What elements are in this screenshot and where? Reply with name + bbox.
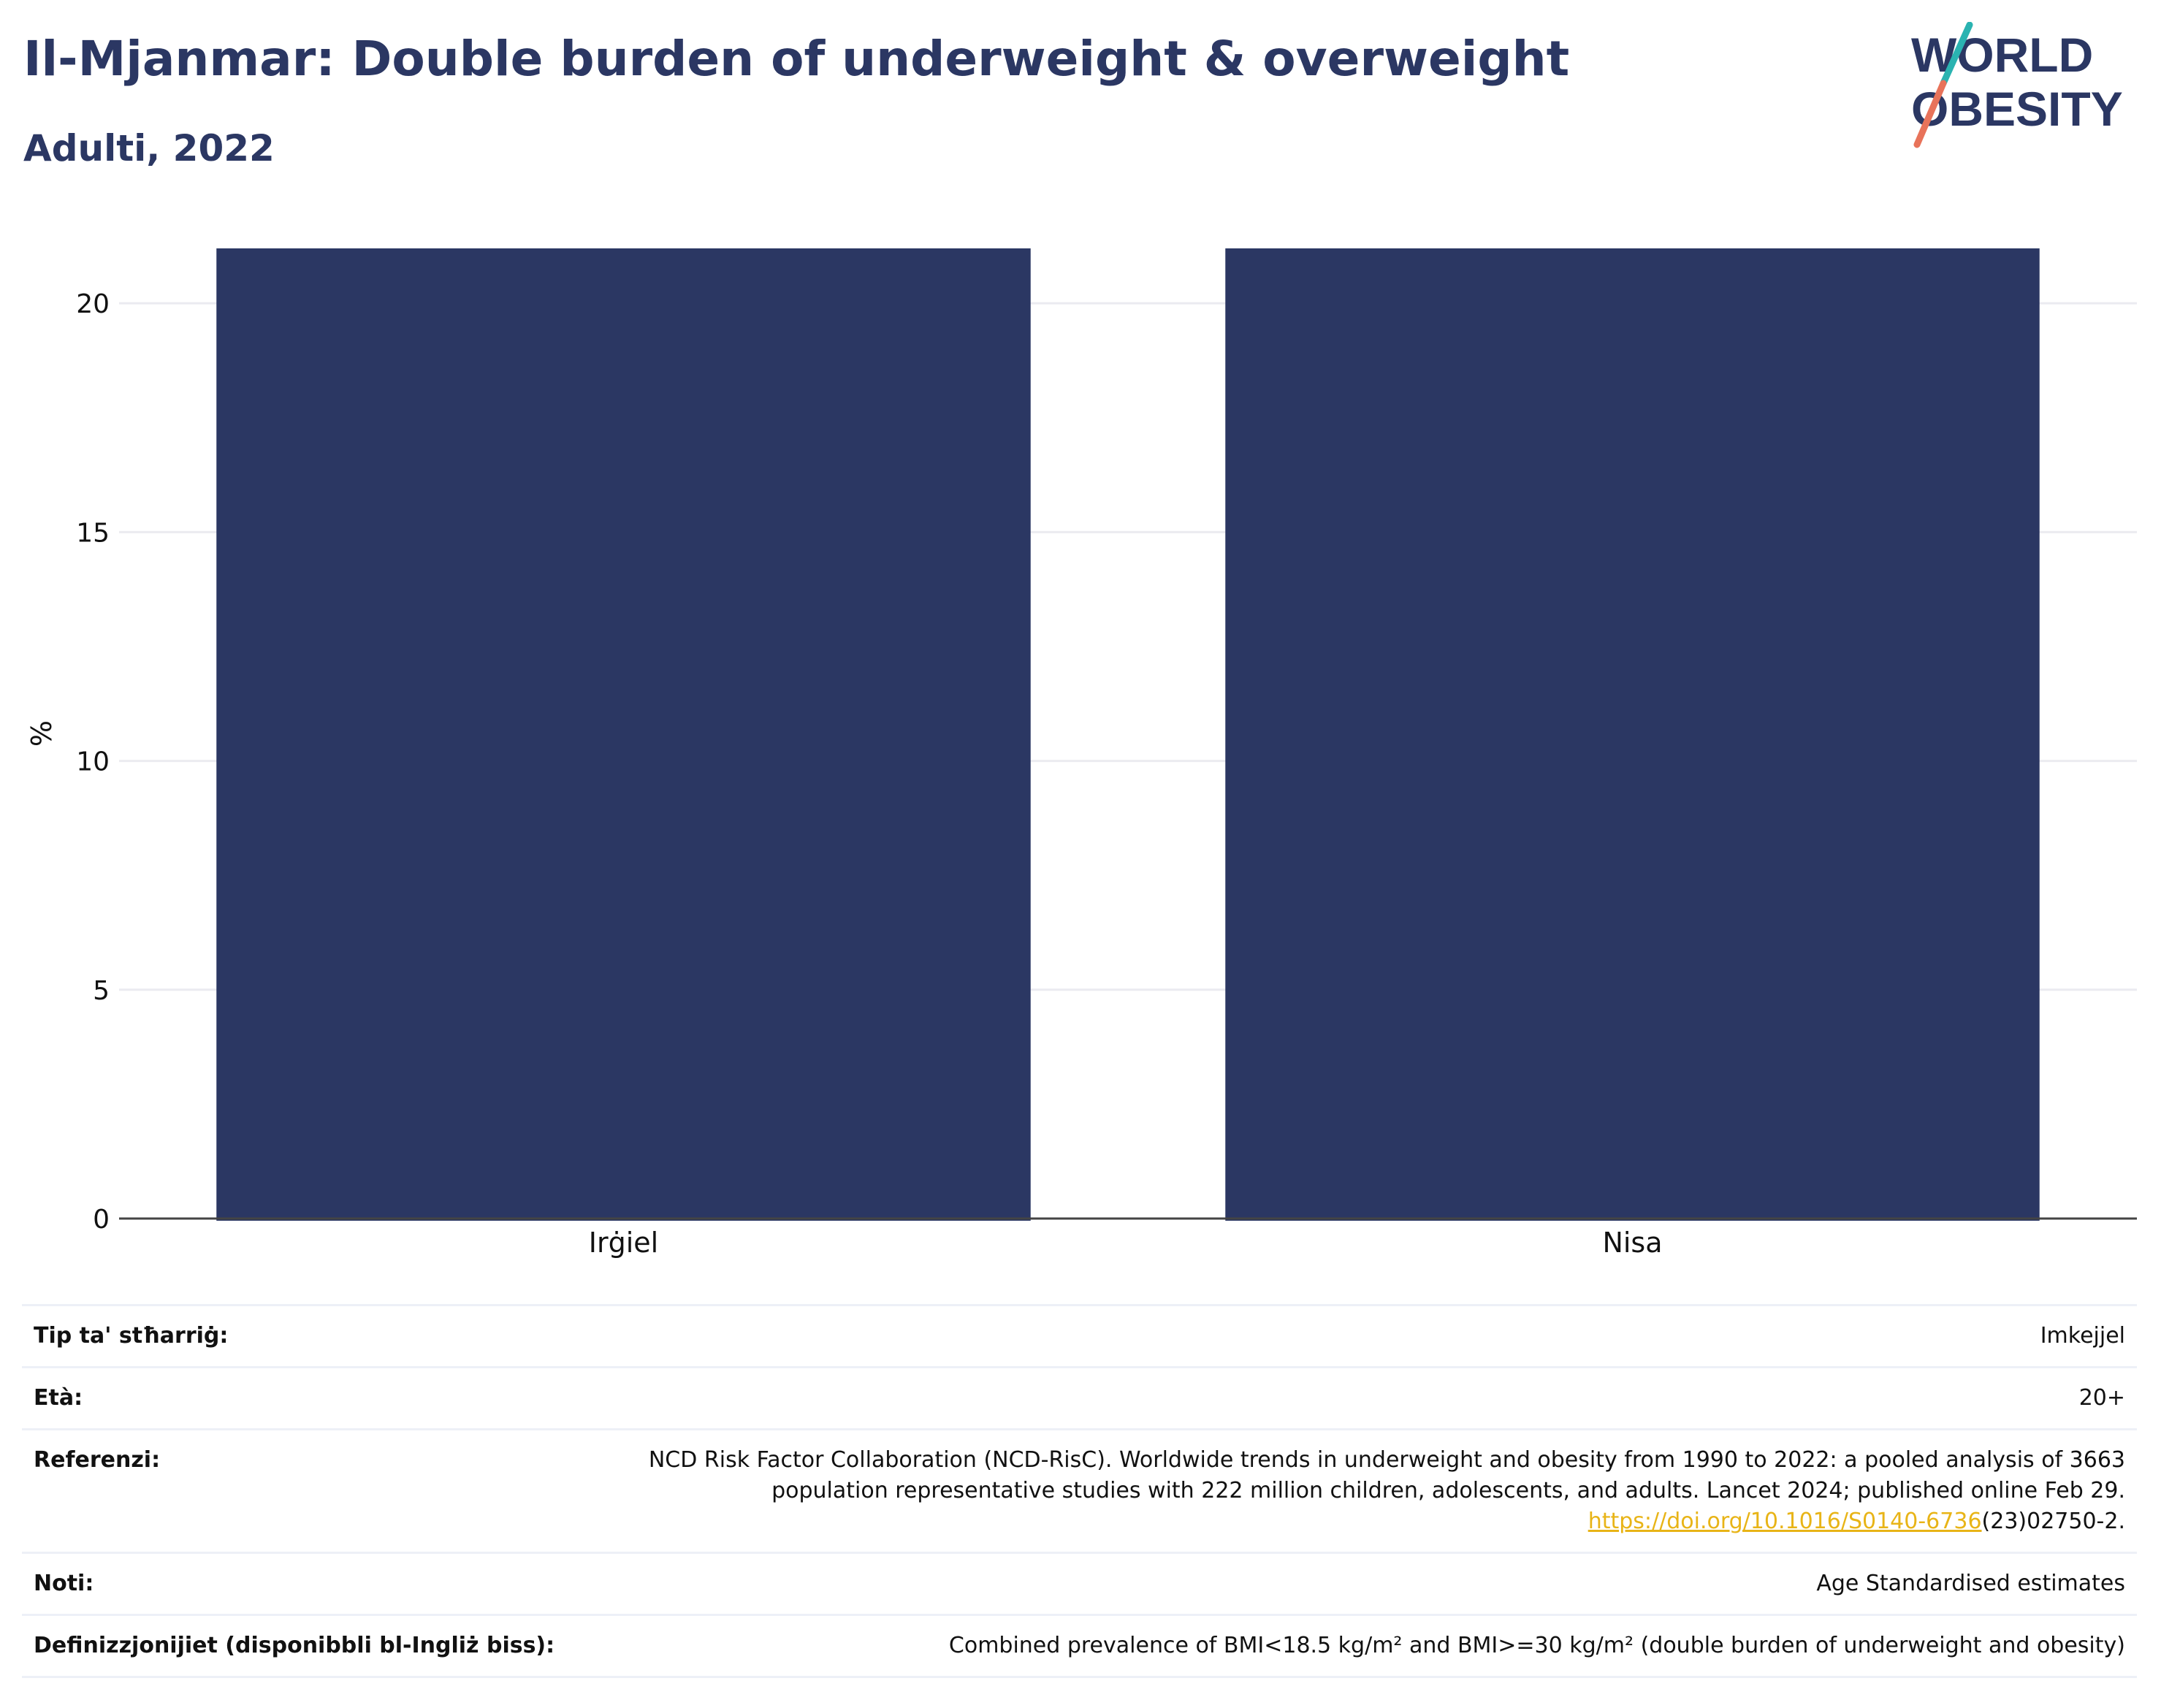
logo-line1: WORLD — [1911, 28, 2093, 82]
x-tick-label: Irġiel — [589, 1227, 658, 1259]
meta-row-age: Età: 20+ — [22, 1366, 2137, 1430]
y-tick-label: 5 — [93, 976, 110, 1006]
bar-2[interactable] — [1225, 248, 2040, 1221]
y-axis-ticks: 0 5 10 15 20 — [76, 289, 110, 1235]
y-axis-label: % — [26, 720, 58, 747]
meta-row-survey-type: Tip ta' stħarriġ: Imkejjel — [22, 1304, 2137, 1368]
bars — [216, 248, 2040, 1221]
x-axis-ticks: Irġiel Nisa — [589, 1227, 1663, 1259]
meta-row-references: Referenzi: NCD Risk Factor Collaboration… — [22, 1428, 2137, 1554]
y-tick-label: 15 — [76, 518, 110, 548]
x-tick-label: Nisa — [1602, 1227, 1662, 1259]
reference-link[interactable]: https://doi.org/10.1016/S0140-6736 — [1588, 1509, 1982, 1534]
meta-value: NCD Risk Factor Collaboration (NCD-RisC)… — [571, 1428, 2137, 1554]
meta-value: Combined prevalence of BMI<18.5 kg/m² an… — [571, 1614, 2137, 1678]
y-tick-label: 0 — [93, 1205, 110, 1235]
meta-label: Età: — [22, 1366, 571, 1430]
meta-row-notes: Noti: Age Standardised estimates — [22, 1552, 2137, 1616]
reference-text: NCD Risk Factor Collaboration (NCD-RisC)… — [648, 1447, 2125, 1503]
chart-title: Il-Mjanmar: Double burden of underweight… — [23, 31, 1570, 87]
meta-label: Referenzi: — [22, 1428, 571, 1554]
meta-value: 20+ — [571, 1366, 2137, 1430]
meta-value: Age Standardised estimates — [571, 1552, 2137, 1616]
metadata-table: Tip ta' stħarriġ: Imkejjel Età: 20+ Refe… — [22, 1304, 2137, 1678]
world-obesity-logo: WORLD OBESITY — [1911, 22, 2123, 148]
y-tick-label: 20 — [76, 289, 110, 319]
meta-label: Definizzjonijiet (disponibbli bl-Ingliż … — [22, 1614, 571, 1678]
chart-subtitle: Adulti, 2022 — [23, 127, 275, 169]
bar-1[interactable] — [216, 248, 1031, 1221]
bar-chart: 0 5 10 15 20 Irġiel Nisa % — [26, 248, 2137, 1259]
meta-label: Tip ta' stħarriġ: — [22, 1304, 571, 1368]
logo-line2: OBESITY — [1911, 82, 2123, 136]
meta-label: Noti: — [22, 1552, 571, 1616]
reference-link-suffix: (23)02750-2. — [1981, 1509, 2125, 1534]
y-tick-label: 10 — [76, 747, 110, 777]
meta-value: Imkejjel — [571, 1304, 2137, 1368]
meta-row-definitions: Definizzjonijiet (disponibbli bl-Ingliż … — [22, 1614, 2137, 1678]
